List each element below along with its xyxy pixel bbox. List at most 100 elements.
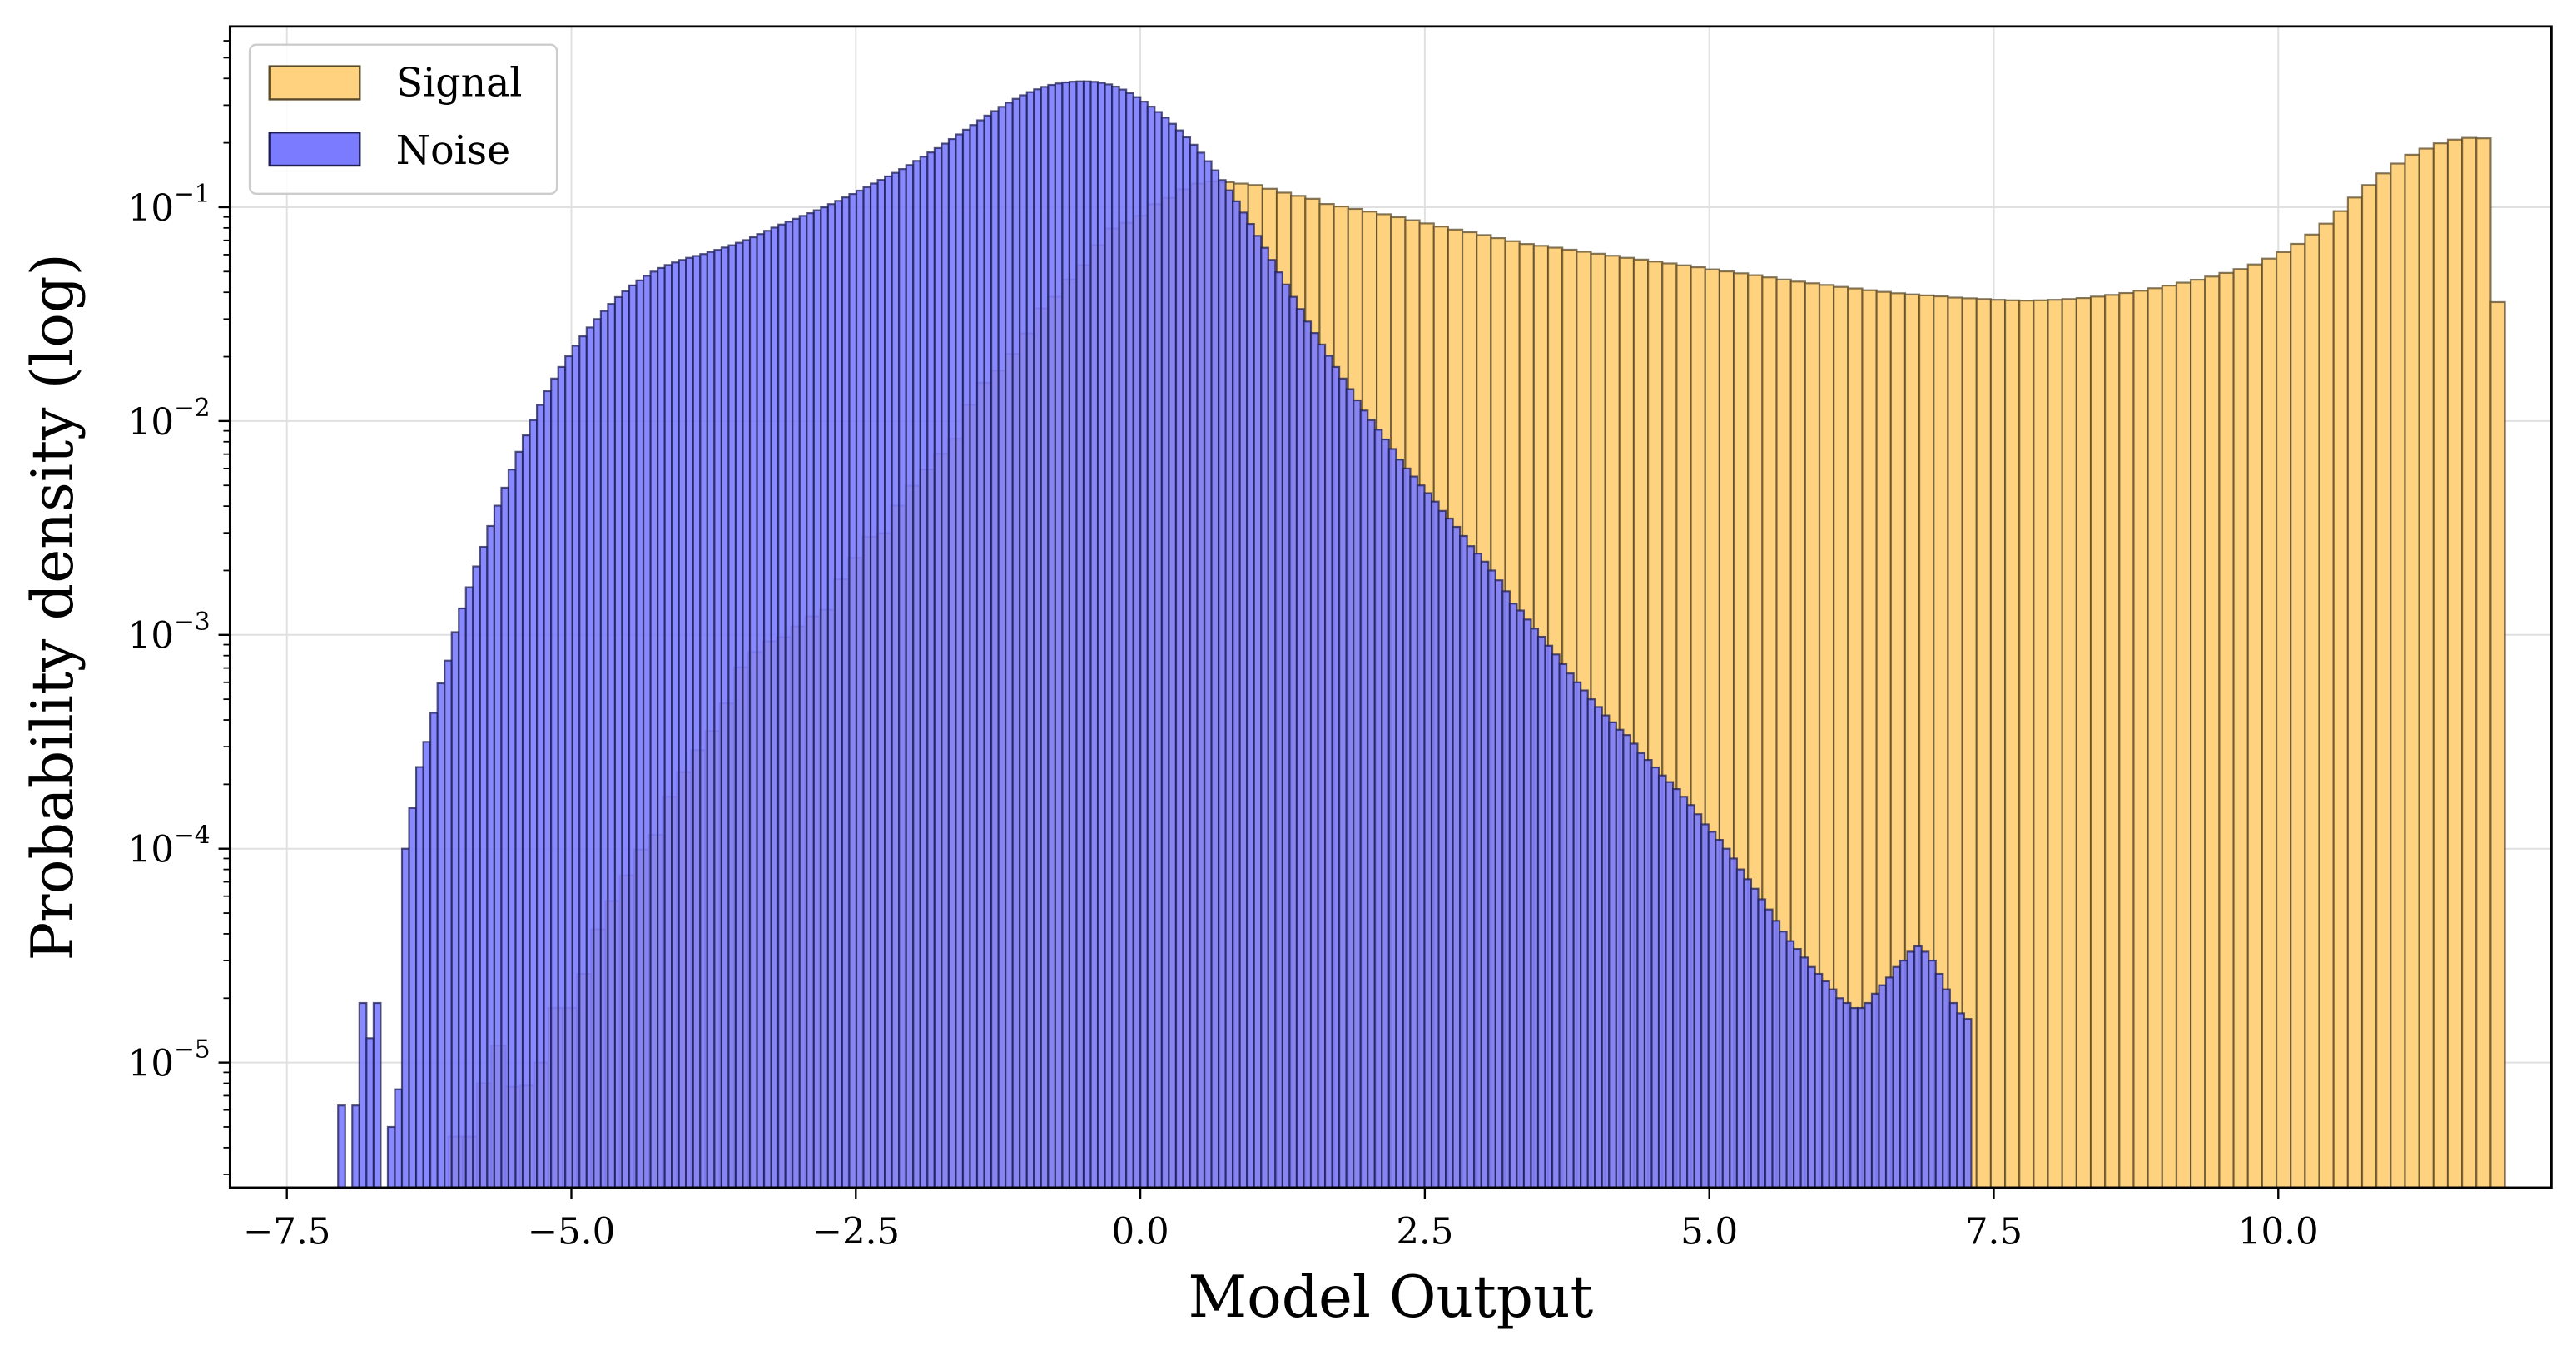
bar-noise [408,807,418,1189]
x-tick-label: 5.0 [1680,1211,1738,1253]
bar-noise [1494,579,1504,1189]
bar-noise [1040,86,1050,1189]
bar-noise [414,766,424,1189]
y-tick-label: 10−4 [128,821,211,871]
bar-noise [905,164,915,1189]
bar-noise [1771,920,1781,1189]
bar-noise [990,110,1000,1189]
bar-noise [955,133,965,1189]
bar-signal [2075,297,2092,1189]
x-axis-label: Model Output [1188,1264,1593,1331]
bar-signal [2346,196,2364,1189]
bar-noise [1821,980,1830,1189]
bar-noise [1679,796,1689,1189]
bar-noise [1757,898,1767,1189]
bar-noise [1047,83,1056,1189]
bar-noise [784,221,794,1189]
bar-noise [706,251,716,1189]
bar-noise [855,189,865,1189]
bar-noise [500,486,510,1189]
y-tick-label: 10−5 [128,1035,211,1085]
bar-noise [1061,81,1071,1189]
bar-noise [557,365,567,1189]
bar-noise [1416,484,1426,1189]
bar-noise [1615,728,1625,1189]
bar-noise [933,146,943,1189]
bar-noise [1601,714,1611,1189]
bar-noise [1473,553,1482,1189]
bar-noise [891,171,901,1189]
bar-noise [1224,189,1234,1189]
bar-noise [1849,1006,1859,1189]
bar-noise [1160,117,1170,1189]
x-tick-label: −5.0 [528,1211,615,1253]
bar-signal [2218,271,2235,1189]
bar-signal [2147,287,2163,1189]
bar-signal [2132,290,2149,1189]
bar-noise [529,419,539,1189]
bar-signal [2318,222,2335,1189]
bar-noise [1629,742,1639,1189]
bar-signal [2390,162,2406,1189]
bar-noise [742,239,752,1189]
bar-noise [479,545,489,1189]
bar-noise [1707,831,1717,1189]
bar-noise [1580,689,1589,1189]
bar-noise [1459,534,1468,1189]
bar-noise [1650,766,1660,1189]
bar-noise [550,377,559,1189]
bar-noise [1218,179,1227,1189]
bar-noise [1288,295,1298,1189]
bar-noise [663,264,673,1189]
bar-noise [450,631,460,1189]
bar-noise [1835,997,1844,1189]
bar-noise [486,524,495,1189]
bar-noise [1856,1006,1866,1189]
bar-noise [1735,868,1745,1189]
x-tick-label: −7.5 [243,1211,330,1253]
bar-noise [543,390,553,1189]
x-tick-label: 7.5 [1965,1211,2023,1253]
bar-noise [585,326,595,1189]
bar-noise [770,226,780,1189]
bar-noise [1054,82,1064,1189]
y-axis-label: Probability density (log) [20,253,87,960]
bar-noise [613,295,623,1189]
bar-noise [571,345,581,1189]
bar-noise [1870,992,1880,1189]
bar-noise [422,741,432,1189]
bar-noise [678,259,687,1189]
bar-signal [2061,298,2077,1189]
bar-noise [1075,80,1085,1189]
bar-noise [898,168,907,1189]
bar-noise [876,179,886,1189]
bar-noise [337,1104,346,1189]
bar-noise [649,270,659,1189]
bar-noise [1643,759,1653,1189]
legend-label-signal: Signal [396,60,523,106]
bar-noise [1594,706,1603,1189]
bar-noise [458,607,467,1189]
bar-signal [2475,137,2492,1189]
bar-signal [2246,263,2264,1189]
bar-noise [820,206,829,1189]
bar-noise [812,209,822,1189]
bar-noise [1948,1001,1958,1189]
bar-noise [1033,88,1042,1189]
bar-noise [1672,788,1681,1189]
bar-signal [2104,294,2121,1189]
bar-signal [2175,281,2192,1189]
bar-noise [599,310,609,1189]
bar-noise [593,318,602,1189]
bar-noise [869,182,879,1189]
bar-noise [1323,355,1333,1189]
legend-swatch-noise [268,132,361,167]
bar-signal [2304,233,2320,1189]
bar-noise [394,1088,404,1189]
bar-noise [919,156,929,1189]
bar-noise [792,217,801,1189]
bar-noise [1785,940,1795,1189]
bar-noise [1920,950,1930,1189]
bar-noise [358,1001,368,1189]
bar-noise [1934,972,1944,1189]
